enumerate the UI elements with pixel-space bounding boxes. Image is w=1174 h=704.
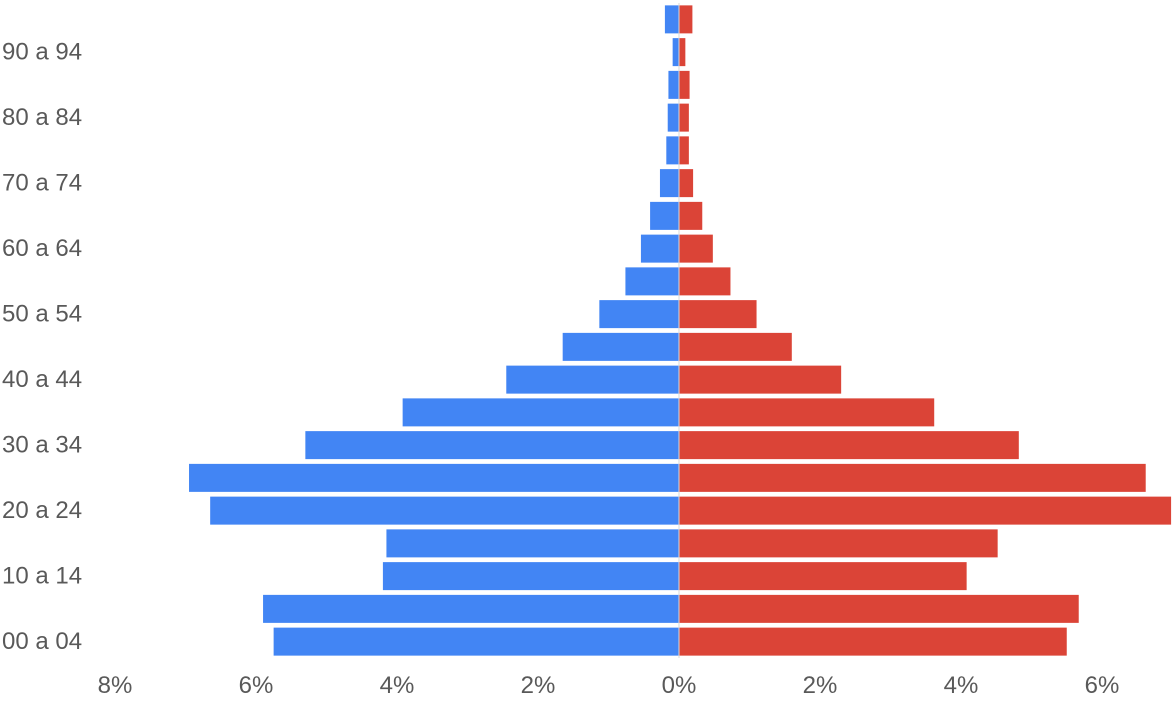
x-tick-label: 8% (98, 672, 133, 699)
x-tick-label: 6% (1085, 672, 1120, 699)
bar-left-70-a-74 (659, 169, 679, 198)
bar-left-00-a-04 (273, 627, 679, 656)
bar-right-55-a-59 (679, 267, 731, 296)
bar-right-20-a-24 (679, 496, 1172, 525)
bar-right-60-a-64 (679, 234, 713, 263)
bar-right-80-a-84 (679, 103, 689, 132)
x-tick-label: 2% (521, 672, 556, 699)
x-tick-label: 4% (380, 672, 415, 699)
bar-right-75-a-79 (679, 136, 689, 165)
x-axis-labels: 8% 6% 4% 2% 0% 2% 4% 6% (98, 672, 1120, 699)
y-axis-labels: 00 a 04 10 a 14 20 a 24 30 a 34 40 a 44 50 a … (2, 39, 82, 656)
bar-left-95plus (664, 5, 679, 34)
x-tick-label: 0% (662, 672, 697, 699)
bar-right-90-a-94 (679, 38, 686, 67)
bar-left-85-a-89 (668, 70, 679, 99)
y-tick-label: 40 a 44 (2, 366, 82, 393)
bar-right-25-a-29 (679, 463, 1146, 492)
y-tick-label: 10 a 14 (2, 563, 82, 590)
y-tick-label: 30 a 34 (2, 432, 82, 459)
bar-left-05-a-09 (263, 594, 679, 623)
bar-left-20-a-24 (210, 496, 680, 525)
bar-right-05-a-09 (679, 594, 1079, 623)
bar-right-10-a-14 (679, 562, 967, 591)
bar-right-95plus (679, 5, 693, 34)
bar-left-15-a-19 (386, 529, 679, 558)
bar-right-15-a-19 (679, 529, 998, 558)
bar-left-45-a-49 (562, 332, 679, 361)
bar-left-50-a-54 (599, 300, 679, 329)
bar-right-50-a-54 (679, 300, 757, 329)
y-tick-label: 00 a 04 (2, 628, 82, 655)
bar-right-30-a-34 (679, 431, 1019, 460)
x-tick-label: 4% (944, 672, 979, 699)
bar-right-45-a-49 (679, 332, 792, 361)
y-tick-label: 90 a 94 (2, 39, 82, 66)
bar-right-00-a-04 (679, 627, 1067, 656)
bar-right-40-a-44 (679, 365, 842, 394)
bar-left-10-a-14 (382, 562, 679, 591)
bar-right-65-a-69 (679, 201, 703, 230)
left-series-bars (189, 5, 680, 656)
bar-left-65-a-69 (650, 201, 679, 230)
bar-left-60-a-64 (640, 234, 679, 263)
y-tick-label: 80 a 84 (2, 104, 82, 131)
bar-left-90-a-94 (672, 38, 679, 67)
bar-left-30-a-34 (305, 431, 679, 460)
x-tick-label: 6% (239, 672, 274, 699)
bar-left-75-a-79 (666, 136, 679, 165)
bar-right-35-a-39 (679, 398, 935, 427)
x-tick-label: 2% (803, 672, 838, 699)
bar-left-80-a-84 (667, 103, 679, 132)
bar-left-35-a-39 (402, 398, 679, 427)
y-tick-label: 20 a 24 (2, 497, 82, 524)
bar-left-55-a-59 (625, 267, 679, 296)
y-tick-label: 60 a 64 (2, 235, 82, 262)
y-tick-label: 70 a 74 (2, 170, 82, 197)
y-tick-label: 50 a 54 (2, 301, 82, 328)
bar-right-70-a-74 (679, 169, 694, 198)
right-series-bars (679, 5, 1172, 656)
bar-right-85-a-89 (679, 70, 690, 99)
bar-left-25-a-29 (189, 463, 679, 492)
bar-left-40-a-44 (506, 365, 679, 394)
